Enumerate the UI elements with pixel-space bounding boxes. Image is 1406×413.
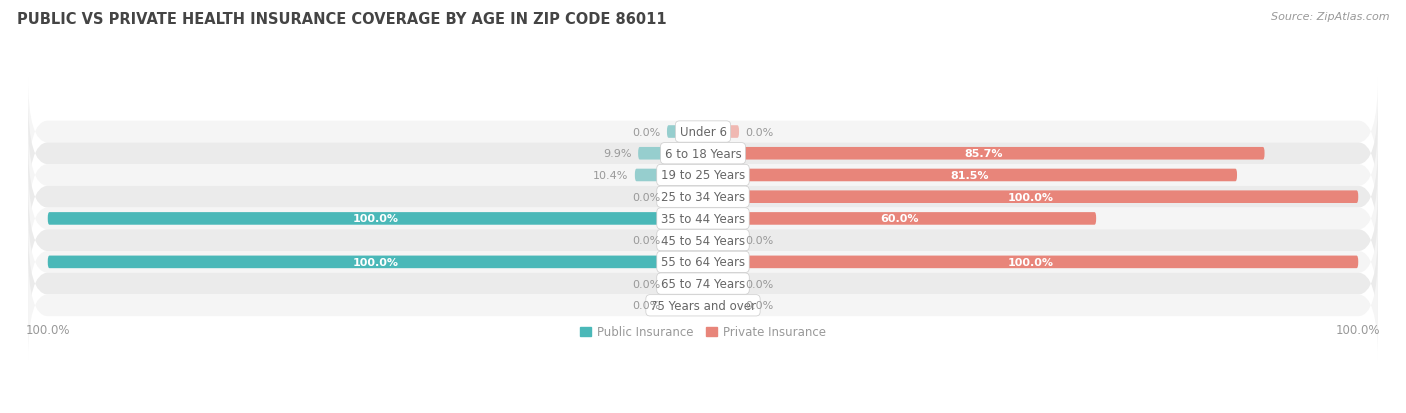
Text: 100.0%: 100.0% (1008, 257, 1053, 267)
FancyBboxPatch shape (666, 299, 703, 312)
FancyBboxPatch shape (703, 213, 1097, 225)
FancyBboxPatch shape (638, 147, 703, 160)
FancyBboxPatch shape (703, 126, 740, 138)
Text: 85.7%: 85.7% (965, 149, 1002, 159)
Text: 9.9%: 9.9% (603, 149, 631, 159)
FancyBboxPatch shape (28, 100, 1378, 208)
FancyBboxPatch shape (703, 234, 740, 247)
FancyBboxPatch shape (28, 78, 1378, 186)
Text: 0.0%: 0.0% (633, 192, 661, 202)
Text: 0.0%: 0.0% (633, 127, 661, 137)
Text: 100.0%: 100.0% (353, 214, 398, 224)
Text: 19 to 25 Years: 19 to 25 Years (661, 169, 745, 182)
FancyBboxPatch shape (28, 143, 1378, 252)
Text: 35 to 44 Years: 35 to 44 Years (661, 212, 745, 225)
Text: 100.0%: 100.0% (353, 257, 398, 267)
Text: 0.0%: 0.0% (745, 301, 773, 311)
FancyBboxPatch shape (28, 165, 1378, 273)
Text: 0.0%: 0.0% (745, 279, 773, 289)
FancyBboxPatch shape (703, 256, 1358, 268)
Text: 81.5%: 81.5% (950, 171, 990, 180)
Text: 75 Years and over: 75 Years and over (650, 299, 756, 312)
FancyBboxPatch shape (48, 213, 703, 225)
Text: 45 to 54 Years: 45 to 54 Years (661, 234, 745, 247)
Text: 10.4%: 10.4% (593, 171, 628, 180)
FancyBboxPatch shape (28, 121, 1378, 230)
Text: Source: ZipAtlas.com: Source: ZipAtlas.com (1271, 12, 1389, 22)
FancyBboxPatch shape (28, 230, 1378, 338)
FancyBboxPatch shape (28, 186, 1378, 295)
Text: 0.0%: 0.0% (633, 301, 661, 311)
FancyBboxPatch shape (703, 299, 740, 312)
FancyBboxPatch shape (703, 147, 1264, 160)
FancyBboxPatch shape (666, 126, 703, 138)
FancyBboxPatch shape (28, 208, 1378, 316)
FancyBboxPatch shape (703, 278, 740, 290)
Legend: Public Insurance, Private Insurance: Public Insurance, Private Insurance (575, 321, 831, 343)
Text: 0.0%: 0.0% (633, 279, 661, 289)
Text: Under 6: Under 6 (679, 126, 727, 139)
Text: 0.0%: 0.0% (745, 235, 773, 246)
Text: PUBLIC VS PRIVATE HEALTH INSURANCE COVERAGE BY AGE IN ZIP CODE 86011: PUBLIC VS PRIVATE HEALTH INSURANCE COVER… (17, 12, 666, 27)
FancyBboxPatch shape (666, 234, 703, 247)
FancyBboxPatch shape (666, 278, 703, 290)
Text: 55 to 64 Years: 55 to 64 Years (661, 256, 745, 269)
FancyBboxPatch shape (636, 169, 703, 182)
FancyBboxPatch shape (666, 191, 703, 204)
Text: 100.0%: 100.0% (1008, 192, 1053, 202)
FancyBboxPatch shape (703, 169, 1237, 182)
Text: 25 to 34 Years: 25 to 34 Years (661, 191, 745, 204)
FancyBboxPatch shape (28, 252, 1378, 360)
Text: 60.0%: 60.0% (880, 214, 920, 224)
FancyBboxPatch shape (703, 191, 1358, 204)
Text: 0.0%: 0.0% (745, 127, 773, 137)
FancyBboxPatch shape (48, 256, 703, 268)
Text: 0.0%: 0.0% (633, 235, 661, 246)
Text: 6 to 18 Years: 6 to 18 Years (665, 147, 741, 160)
Text: 65 to 74 Years: 65 to 74 Years (661, 278, 745, 290)
